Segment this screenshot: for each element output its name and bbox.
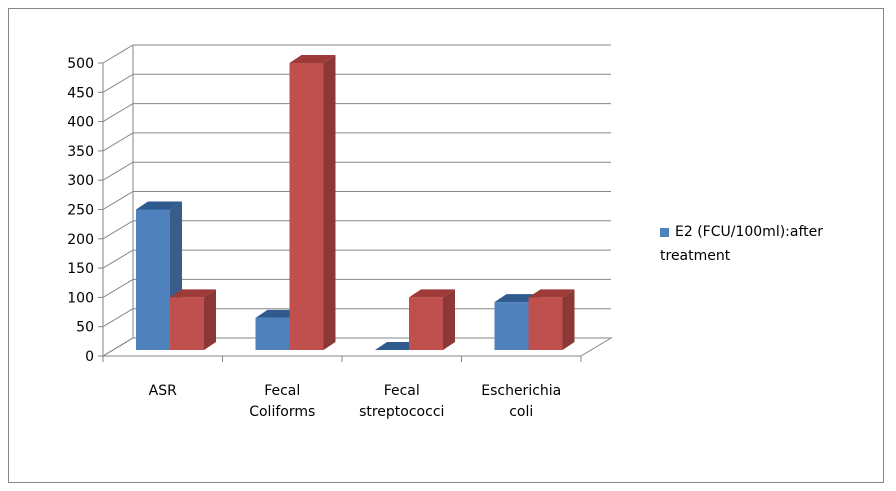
gridline-side bbox=[102, 161, 134, 181]
y-tick-label: 50 bbox=[76, 320, 94, 336]
gridline-side bbox=[102, 337, 134, 357]
y-tick-label: 300 bbox=[67, 173, 94, 189]
legend: E2 (FCU/100ml):after treatment bbox=[660, 220, 860, 268]
y-tick-label: 450 bbox=[67, 85, 94, 101]
x-tick-label: coli bbox=[509, 404, 533, 420]
gridline-side bbox=[102, 44, 134, 64]
y-tick-label: 500 bbox=[67, 56, 94, 72]
bar-series-2 bbox=[528, 297, 563, 350]
bar-series-2 bbox=[170, 297, 204, 350]
gridline-side bbox=[102, 249, 134, 269]
bar-top-series-2 bbox=[289, 55, 336, 63]
gridline-side bbox=[102, 132, 134, 152]
bar-side-series-2 bbox=[323, 55, 336, 350]
y-tick-label: 400 bbox=[67, 115, 94, 131]
bar-top-series-1 bbox=[136, 201, 182, 210]
bar-side-series-2 bbox=[562, 289, 575, 350]
bar-top-series-2 bbox=[409, 289, 455, 298]
gridline-side bbox=[102, 103, 134, 123]
y-tick-label: 0 bbox=[85, 349, 94, 365]
x-tick-label: Fecal bbox=[264, 383, 300, 399]
gridline-side bbox=[102, 220, 134, 240]
gridline-side bbox=[102, 308, 134, 328]
bar-top-series-2 bbox=[170, 289, 216, 298]
x-tick-label: streptococci bbox=[359, 404, 444, 420]
legend-swatch-series-1 bbox=[660, 227, 669, 237]
x-tick-label: Coliforms bbox=[249, 404, 315, 420]
x-tick-label: Fecal bbox=[384, 383, 420, 399]
gridline-side bbox=[102, 191, 134, 210]
x-tick-label: Escherichia bbox=[481, 383, 561, 399]
bar-top-series-2 bbox=[528, 289, 575, 298]
gridline-side bbox=[102, 278, 134, 298]
y-tick-label: 150 bbox=[67, 261, 94, 277]
x-tick-label: ASR bbox=[149, 383, 177, 399]
bar-side-series-2 bbox=[204, 289, 216, 350]
y-tick-label: 100 bbox=[67, 290, 94, 306]
y-tick-label: 250 bbox=[67, 203, 94, 219]
legend-label-series-1: E2 (FCU/100ml):after treatment bbox=[660, 224, 824, 264]
bar-series-1 bbox=[136, 209, 170, 350]
bar-series-1 bbox=[494, 302, 529, 350]
bar-side-series-2 bbox=[443, 289, 455, 350]
gridline-side bbox=[102, 73, 134, 93]
bar-series-1 bbox=[255, 317, 290, 350]
bar-series-2 bbox=[409, 297, 443, 350]
y-tick-label: 350 bbox=[67, 144, 94, 160]
bar-series-2 bbox=[289, 63, 324, 350]
y-tick-label: 200 bbox=[67, 232, 94, 248]
